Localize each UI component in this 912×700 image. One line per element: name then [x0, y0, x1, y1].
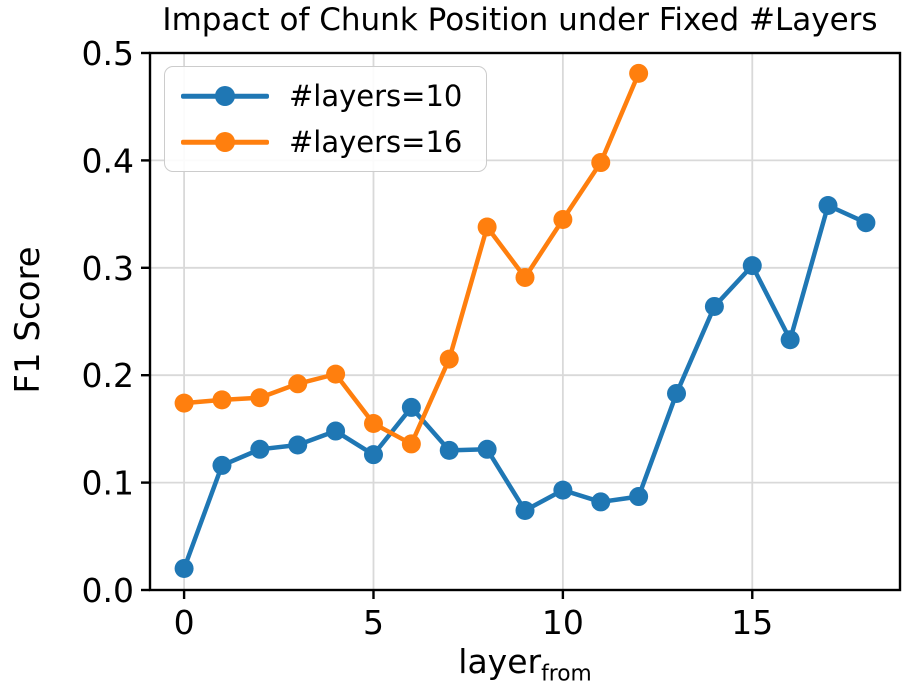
data-point-0-6: [401, 397, 421, 417]
data-point-0-8: [477, 439, 497, 459]
legend-item-layers16: #layers=16: [181, 125, 462, 159]
data-point-0-14: [704, 296, 724, 316]
legend-label-layers10: #layers=10: [289, 79, 463, 113]
data-point-0-16: [780, 330, 800, 350]
data-point-1-7: [439, 349, 459, 369]
data-point-0-4: [326, 421, 346, 441]
data-point-0-11: [591, 492, 611, 512]
data-point-1-8: [477, 217, 497, 237]
legend: #layers=10 #layers=16: [164, 66, 488, 172]
data-point-1-10: [553, 209, 573, 229]
data-point-0-13: [667, 383, 687, 403]
y-tick-label: 0.4: [82, 141, 134, 180]
data-point-0-12: [629, 487, 649, 507]
data-point-0-1: [212, 455, 232, 475]
x-tick-label: 0: [174, 603, 195, 642]
data-point-1-4: [326, 364, 346, 384]
data-point-0-3: [288, 435, 308, 455]
x-axis-label-base: layer: [458, 642, 542, 681]
x-tick-label: 5: [363, 603, 384, 642]
x-axis-label: layerfrom: [458, 642, 591, 687]
x-tick-label: 15: [731, 603, 773, 642]
y-tick-label: 0.3: [82, 249, 134, 288]
legend-item-layers10: #layers=10: [181, 79, 462, 113]
data-point-1-1: [212, 390, 232, 410]
legend-marker-layers16-icon: [181, 131, 269, 153]
legend-label-layers16: #layers=16: [289, 125, 463, 159]
legend-marker-layers10-icon: [181, 85, 269, 107]
y-tick-label: 0.5: [82, 34, 134, 73]
y-tick-label: 0.1: [82, 464, 134, 503]
data-point-1-9: [515, 267, 535, 287]
data-point-1-3: [288, 374, 308, 394]
data-point-0-9: [515, 501, 535, 521]
y-tick-label: 0.2: [82, 356, 134, 395]
data-point-0-7: [439, 440, 459, 460]
plot-border: [148, 51, 902, 592]
data-point-0-18: [856, 213, 876, 233]
data-point-1-0: [174, 393, 194, 413]
data-point-0-10: [553, 480, 573, 500]
x-tick-label: 10: [542, 603, 584, 642]
data-point-0-5: [363, 445, 383, 465]
data-point-0-2: [250, 439, 270, 459]
data-point-1-6: [401, 434, 421, 454]
data-point-1-12: [629, 63, 649, 83]
data-point-1-11: [591, 153, 611, 173]
data-point-1-5: [363, 414, 383, 434]
data-point-0-0: [174, 559, 194, 579]
y-tick-label: 0.0: [82, 571, 134, 610]
data-point-0-17: [818, 196, 838, 216]
x-axis-label-subscript: from: [541, 661, 592, 687]
data-point-1-2: [250, 388, 270, 408]
y-axis-label: F1 Score: [8, 246, 48, 394]
chart-title: Impact of Chunk Position under Fixed #La…: [162, 2, 878, 38]
data-point-0-15: [742, 256, 762, 276]
